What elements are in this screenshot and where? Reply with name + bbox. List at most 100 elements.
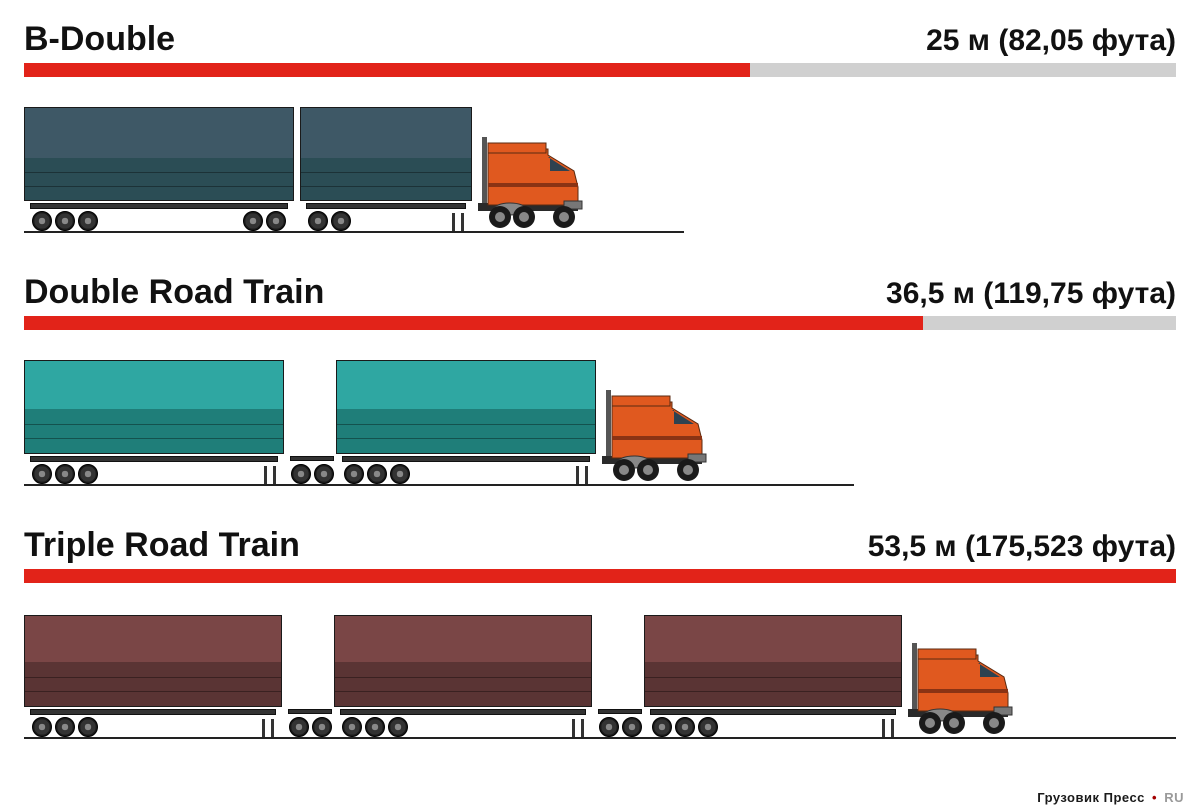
landing-legs-icon: [262, 719, 265, 737]
undercarriage: [644, 707, 902, 737]
trailer: [300, 107, 472, 231]
length-bar: [24, 569, 1176, 583]
wheel-icon: [291, 464, 311, 484]
landing-legs-icon: [882, 719, 885, 737]
section-title: Triple Road Train: [24, 526, 300, 565]
length-bar-fill: [24, 569, 1176, 583]
section-title: B-Double: [24, 20, 175, 59]
section-title: Double Road Train: [24, 273, 324, 312]
undercarriage: [24, 707, 282, 737]
wheel-icon: [55, 464, 75, 484]
wheel-icon: [308, 211, 328, 231]
wheel-icon: [312, 717, 332, 737]
watermark-dot: •: [1149, 790, 1160, 805]
wheel-icon: [367, 464, 387, 484]
trailer: [644, 615, 902, 737]
length-bar-fill: [24, 63, 750, 77]
watermark-brand: Грузовик Пресс: [1037, 790, 1145, 805]
trailer-box: [334, 615, 592, 707]
header-row: Double Road Train 36,5 м (119,75 фута): [24, 273, 1176, 312]
trailer: [336, 360, 596, 484]
axle-group: [32, 717, 98, 737]
watermark-tld: RU: [1164, 790, 1184, 805]
length-bar-fill: [24, 316, 923, 330]
wheel-icon: [331, 211, 351, 231]
trailer: [334, 615, 592, 737]
landing-legs-icon: [576, 466, 579, 484]
wheel-icon: [652, 717, 672, 737]
wheel-icon: [698, 717, 718, 737]
watermark: Грузовик Пресс • RU: [1037, 790, 1184, 805]
wheel-icon: [266, 211, 286, 231]
landing-legs-icon: [585, 466, 588, 484]
wheel-icon: [78, 717, 98, 737]
wheel-icon: [599, 717, 619, 737]
trailer-box: [24, 107, 294, 201]
trailer: [24, 107, 294, 231]
header-row: Triple Road Train 53,5 м (175,523 фута): [24, 526, 1176, 565]
rig: [24, 615, 1018, 737]
trailer: [24, 615, 282, 737]
truck-row: [24, 352, 1176, 492]
landing-legs-icon: [273, 466, 276, 484]
wheel-icon: [365, 717, 385, 737]
wheel-icon: [78, 464, 98, 484]
rig: [24, 360, 712, 484]
axle-group: [344, 464, 410, 484]
trailer-box: [24, 360, 284, 454]
wheel-icon: [342, 717, 362, 737]
section-b-double: B-Double25 м (82,05 фута): [24, 20, 1176, 239]
axle-group: [342, 717, 408, 737]
trailer-box: [336, 360, 596, 454]
converter-dolly: [288, 707, 332, 737]
length-label: 36,5 м (119,75 фута): [886, 277, 1176, 311]
undercarriage: [334, 707, 592, 737]
wheel-icon: [32, 717, 52, 737]
wheel-icon: [32, 211, 52, 231]
length-label: 53,5 м (175,523 фута): [868, 530, 1176, 564]
undercarriage: [300, 201, 472, 231]
cab-icon: [478, 121, 588, 231]
wheel-icon: [344, 464, 364, 484]
landing-legs-icon: [461, 213, 464, 231]
truck-cab: [908, 627, 1018, 737]
landing-legs-icon: [891, 719, 894, 737]
axle-group: [32, 211, 98, 231]
wheel-icon: [32, 464, 52, 484]
axle-group: [32, 464, 98, 484]
landing-legs-icon: [452, 213, 455, 231]
ground-line: [24, 737, 1176, 739]
length-bar: [24, 316, 1176, 330]
header-row: B-Double25 м (82,05 фута): [24, 20, 1176, 59]
ground-line: [24, 231, 684, 233]
trailer-box: [644, 615, 902, 707]
rig: [24, 107, 588, 231]
trailer-box: [24, 615, 282, 707]
wheel-icon: [55, 717, 75, 737]
wheel-icon: [289, 717, 309, 737]
length-bar: [24, 63, 1176, 77]
wheel-icon: [622, 717, 642, 737]
converter-dolly: [598, 707, 642, 737]
converter-dolly: [290, 454, 334, 484]
undercarriage: [336, 454, 596, 484]
cab-icon: [908, 627, 1018, 737]
wheel-icon: [243, 211, 263, 231]
wheel-icon: [675, 717, 695, 737]
axle-group: [652, 717, 718, 737]
section-triple-road-train: Triple Road Train 53,5 м (175,523 фута): [24, 526, 1176, 745]
wheel-icon: [55, 211, 75, 231]
undercarriage: [24, 454, 284, 484]
truck-cab: [602, 374, 712, 484]
undercarriage: [24, 201, 294, 231]
axle-group: [243, 211, 286, 231]
axle-group: [308, 211, 351, 231]
landing-legs-icon: [572, 719, 575, 737]
section-double-road-train: Double Road Train 36,5 м (119,75 фута): [24, 273, 1176, 492]
cab-icon: [602, 374, 712, 484]
landing-legs-icon: [581, 719, 584, 737]
truck-cab: [478, 121, 588, 231]
wheel-icon: [78, 211, 98, 231]
truck-row: [24, 605, 1176, 745]
landing-legs-icon: [264, 466, 267, 484]
